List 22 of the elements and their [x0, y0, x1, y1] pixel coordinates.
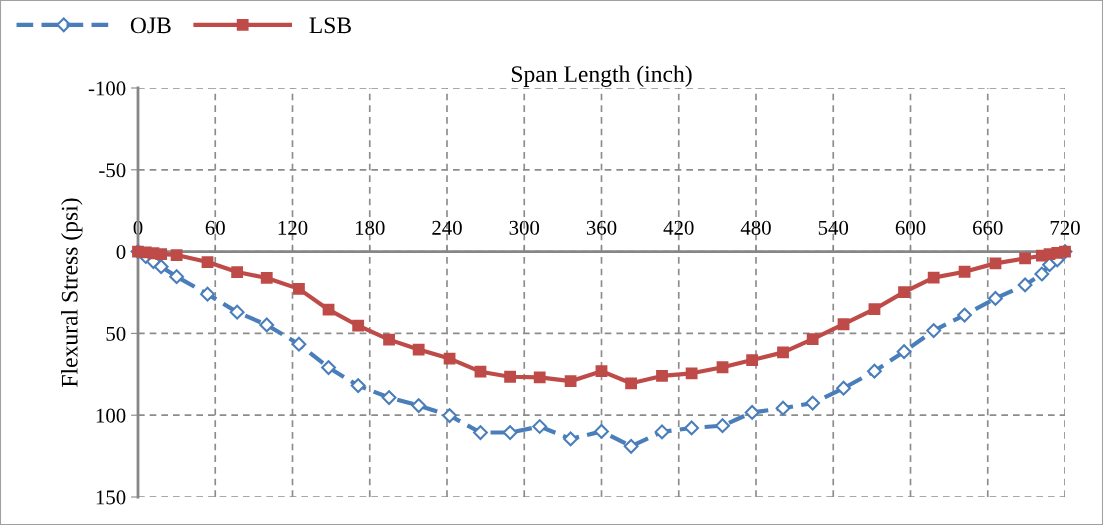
x-tick-label: 60: [205, 220, 225, 235]
x-axis-title: Span Length (inch): [511, 65, 692, 87]
x-tick-label: 660: [973, 220, 1003, 235]
x-tick-label: 540: [818, 220, 849, 235]
legend-label: OJB: [130, 17, 171, 34]
y-tick-label: 150: [96, 490, 126, 505]
x-tick-label: 300: [509, 220, 540, 235]
y-axis-title: Flexural Stress (psi): [61, 198, 83, 387]
y-tick-label: 50: [106, 326, 126, 341]
x-tick-label: 600: [895, 220, 926, 235]
x-tick-label: 720: [1050, 220, 1080, 235]
x-tick-label: 480: [740, 220, 771, 235]
y-tick-label: -50: [99, 163, 126, 178]
legend-label: LSB: [309, 17, 351, 34]
x-tick-label: 180: [355, 220, 385, 235]
y-tick-label: -100: [88, 81, 126, 96]
y-tick-label: 100: [96, 408, 126, 423]
x-tick-label: 420: [663, 220, 694, 235]
x-tick-label: 120: [278, 220, 308, 235]
x-tick-label: 240: [432, 220, 462, 235]
y-tick-label: 0: [116, 244, 126, 260]
x-tick-label: 360: [586, 220, 617, 235]
